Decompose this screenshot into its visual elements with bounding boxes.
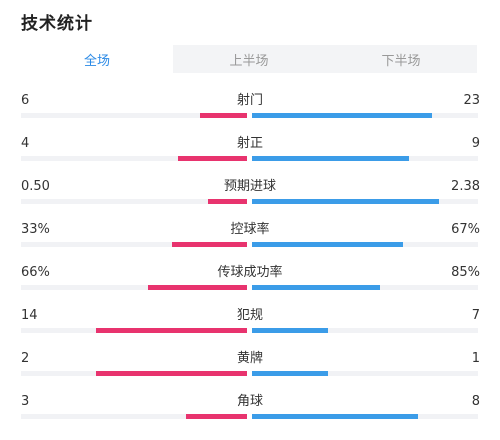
away-value: 7 (471, 308, 480, 323)
home-bar-fill (95, 371, 247, 376)
home-bar-track (21, 285, 247, 290)
tab-first-half[interactable]: 上半场 (229, 53, 269, 69)
away-bar-track (252, 242, 478, 247)
stat-label: 传球成功率 (217, 265, 283, 280)
period-tabs: 全场 上半场 下半场 (21, 45, 477, 73)
stat-label: 犯规 (236, 308, 263, 323)
away-bar-fill (252, 242, 404, 247)
home-bar-track (21, 242, 247, 247)
away-value: 8 (471, 394, 480, 409)
stat-row: 4 射正 9 (0, 136, 500, 166)
away-value: 1 (471, 351, 480, 366)
away-bar-track (252, 199, 478, 204)
away-bar-fill (252, 113, 432, 118)
stat-row: 3 角球 8 (0, 394, 500, 424)
home-value: 14 (21, 308, 38, 323)
away-bar-fill (252, 328, 328, 333)
stat-row: 0.50 预期进球 2.38 (0, 179, 500, 209)
stat-label: 预期进球 (223, 179, 276, 194)
home-bar-track (21, 371, 247, 376)
stat-label: 射正 (236, 136, 263, 151)
home-bar-fill (177, 156, 247, 161)
away-bar-fill (252, 414, 419, 419)
home-bar-fill (185, 414, 247, 419)
away-bar-track (252, 113, 478, 118)
away-value: 2.38 (451, 179, 480, 194)
page-title: 技术统计 (21, 14, 93, 34)
stat-row: 2 黄牌 1 (0, 351, 500, 381)
away-bar-track (252, 156, 478, 161)
away-bar-track (252, 285, 478, 290)
stat-label: 黄牌 (236, 351, 263, 366)
stat-row: 33% 控球率 67% (0, 222, 500, 252)
tab-full-match[interactable]: 全场 (21, 45, 173, 73)
home-bar-fill (200, 113, 247, 118)
away-bar-fill (252, 199, 439, 204)
home-bar-fill (95, 328, 247, 333)
away-value: 23 (463, 93, 480, 108)
stat-label: 角球 (236, 394, 263, 409)
home-value: 66% (21, 265, 50, 280)
home-value: 4 (21, 136, 30, 151)
away-bar-fill (252, 285, 380, 290)
home-value: 3 (21, 394, 30, 409)
home-value: 6 (21, 93, 30, 108)
home-bar-track (21, 199, 247, 204)
away-value: 67% (451, 222, 480, 237)
home-bar-track (21, 113, 247, 118)
away-value: 85% (451, 265, 480, 280)
stat-label: 控球率 (230, 222, 270, 237)
stat-row: 66% 传球成功率 85% (0, 265, 500, 295)
home-value: 33% (21, 222, 50, 237)
away-bar-fill (252, 156, 410, 161)
home-bar-track (21, 156, 247, 161)
away-bar-track (252, 371, 478, 376)
home-bar-fill (147, 285, 247, 290)
home-value: 2 (21, 351, 30, 366)
home-bar-track (21, 328, 247, 333)
stat-row: 14 犯规 7 (0, 308, 500, 338)
away-bar-fill (252, 371, 328, 376)
home-bar-fill (207, 199, 247, 204)
home-value: 0.50 (21, 179, 50, 194)
home-bar-track (21, 414, 247, 419)
home-bar-fill (172, 242, 247, 247)
stat-label: 射门 (236, 93, 263, 108)
away-bar-track (252, 414, 478, 419)
stat-row: 6 射门 23 (0, 93, 500, 123)
tab-second-half[interactable]: 下半场 (381, 53, 421, 69)
away-bar-track (252, 328, 478, 333)
away-value: 9 (471, 136, 480, 151)
